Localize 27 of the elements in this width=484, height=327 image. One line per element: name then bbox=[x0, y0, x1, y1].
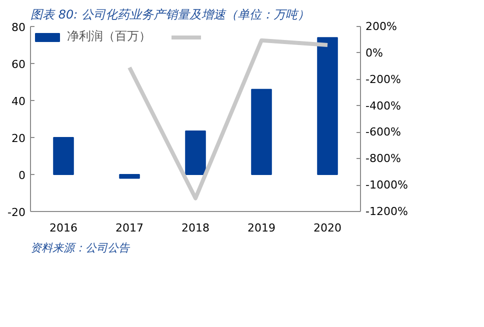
y2-tick-label: 0% bbox=[366, 46, 383, 60]
x-tick-label: 2016 bbox=[50, 222, 78, 234]
x-tick-label: 2017 bbox=[116, 222, 144, 234]
y2-tick-label: -600% bbox=[366, 126, 401, 139]
x-tick-label: 2020 bbox=[314, 222, 342, 234]
chart-title: 图表 80: 公司化药业务产销量及增速（单位：万吨） bbox=[30, 8, 310, 22]
bar bbox=[185, 130, 206, 175]
text: 资料来源：公司公告 bbox=[30, 242, 130, 254]
y2-tick-label: -1000% bbox=[366, 178, 408, 192]
x-tick-label: 2019 bbox=[248, 222, 276, 234]
y-tick-label: 0 bbox=[18, 169, 26, 182]
y-tick-label: 80 bbox=[12, 21, 26, 34]
y-tick-label: 40 bbox=[12, 95, 26, 108]
x-tick-label: 2018 bbox=[182, 222, 210, 234]
bar bbox=[119, 174, 140, 179]
y2-tick-label: 200% bbox=[366, 20, 397, 33]
y-tick-label: 60 bbox=[12, 58, 26, 71]
y-tick-label: -20 bbox=[8, 206, 26, 219]
y2-tick-label: -1200% bbox=[366, 205, 408, 218]
y2-tick-label: -200% bbox=[366, 72, 401, 86]
legend-label: 净利润（百万） bbox=[67, 28, 151, 45]
y2-tick-label: -400% bbox=[366, 99, 401, 112]
y2-tick-label: -800% bbox=[366, 152, 401, 166]
y-tick-label: 20 bbox=[12, 132, 26, 145]
bar bbox=[317, 37, 338, 175]
bar bbox=[53, 137, 74, 175]
bar bbox=[251, 88, 272, 175]
